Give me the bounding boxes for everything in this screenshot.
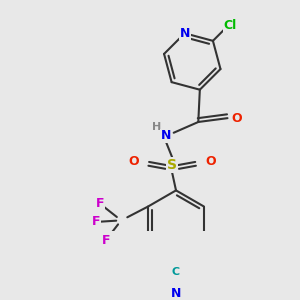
Text: O: O (128, 155, 139, 169)
Text: F: F (92, 215, 101, 228)
Text: O: O (231, 112, 242, 124)
Text: S: S (167, 158, 177, 172)
Text: F: F (95, 197, 104, 210)
Text: N: N (179, 27, 190, 40)
Text: N: N (171, 287, 181, 300)
Text: O: O (205, 155, 216, 169)
Text: N: N (161, 129, 171, 142)
Text: F: F (101, 234, 110, 247)
Text: C: C (172, 267, 180, 277)
Text: H: H (152, 122, 161, 132)
Text: Cl: Cl (224, 19, 237, 32)
